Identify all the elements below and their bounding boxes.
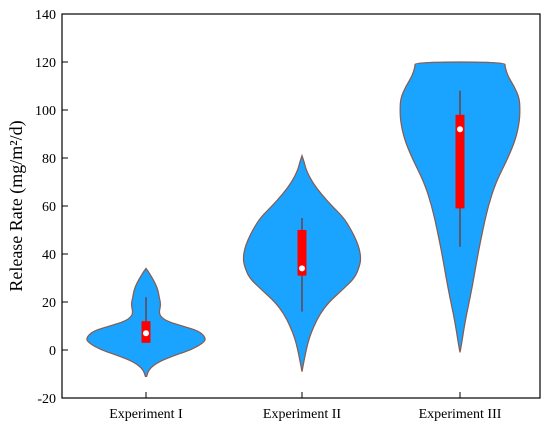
y-tick-label: 100 — [35, 104, 56, 119]
y-tick-label: 140 — [35, 8, 56, 23]
median-dot — [299, 265, 305, 272]
iqr-box — [455, 114, 465, 209]
median-dot — [457, 126, 463, 133]
y-tick-label: 40 — [42, 248, 56, 263]
x-category-label: Experiment I — [109, 407, 183, 422]
y-tick-label: -20 — [37, 392, 56, 407]
median-dot — [143, 330, 149, 337]
x-category-label: Experiment II — [263, 407, 341, 422]
x-axis: Experiment I Experiment II Experiment III — [109, 392, 502, 422]
y-tick-label: 60 — [42, 200, 56, 215]
y-tick-label: 20 — [42, 296, 56, 311]
iqr-box — [297, 230, 307, 276]
y-axis: -20 0 20 40 60 80 100 120 140 — [35, 8, 68, 407]
y-tick-label: 80 — [42, 152, 56, 167]
y-tick-label: 0 — [49, 344, 56, 359]
y-axis-title: Release Rate (mg/m²/d) — [6, 120, 27, 291]
violins-layer — [86, 61, 521, 377]
x-category-label: Experiment III — [419, 407, 502, 422]
y-tick-label: 120 — [35, 56, 56, 71]
